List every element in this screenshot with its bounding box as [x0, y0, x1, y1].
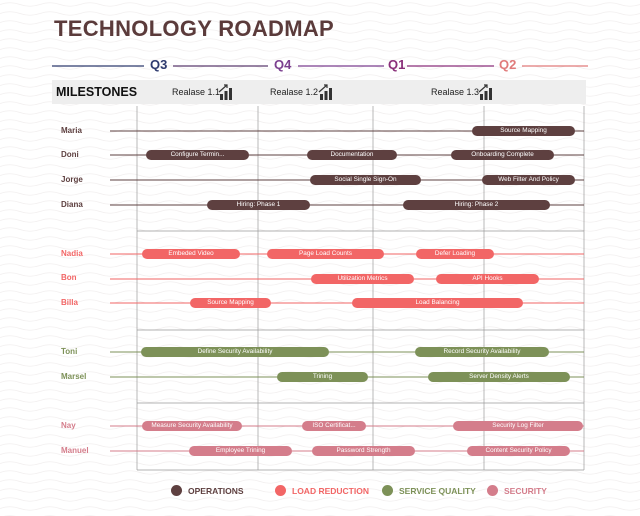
legend-label: OPERATIONS	[188, 485, 244, 496]
task-bar[interactable]: Documentation	[307, 150, 397, 160]
task-bar[interactable]: Social Single Sign-On	[310, 175, 421, 185]
task-bar[interactable]: Content Security Policy	[467, 446, 570, 456]
task-bar[interactable]: Hiring: Phase 1	[207, 200, 310, 210]
quarter-q3: Q3	[150, 57, 168, 72]
quarter-q4: Q4	[274, 57, 292, 72]
legend-load-reduction: LOAD REDUCTION	[275, 485, 369, 496]
task-bar[interactable]: Embeded Video	[142, 249, 240, 259]
legend-dot-icon	[382, 485, 393, 496]
milestones-title: MILESTONES	[56, 85, 138, 99]
task-bar[interactable]: Trining	[277, 372, 368, 382]
task-bar[interactable]: Page Load Counts	[267, 249, 384, 259]
task-bar[interactable]: Load Balancing	[352, 298, 523, 308]
task-bar[interactable]: Security Log Filter	[453, 421, 583, 431]
legend-dot-icon	[171, 485, 182, 496]
quarter-q1: Q1	[388, 57, 406, 72]
row-name-nadia: Nadia	[61, 249, 83, 258]
legend-operations: OPERATIONS	[171, 485, 244, 496]
row-name-billa: Billa	[61, 298, 78, 307]
task-bar[interactable]: Define Security Availability	[141, 347, 329, 357]
task-bar[interactable]: Configure Termin...	[146, 150, 249, 160]
task-bar[interactable]: Hiring: Phase 2	[403, 200, 550, 210]
task-bar[interactable]: Employee Trining	[189, 446, 292, 456]
legend-label: SECURITY	[504, 485, 547, 496]
row-name-jorge: Jorge	[61, 175, 83, 184]
release-chart-icon	[478, 84, 492, 100]
legend-service-quality: SERVICE QUALITY	[382, 485, 476, 496]
task-bar[interactable]: Server Density Alerts	[428, 372, 570, 382]
task-bar[interactable]: Utilization Metrics	[311, 274, 414, 284]
release-chart-icon	[218, 84, 232, 100]
row-name-maria: Maria	[61, 126, 82, 135]
task-bar[interactable]: Measure Security Availability	[142, 421, 242, 431]
legend-label: SERVICE QUALITY	[399, 485, 476, 496]
task-bar[interactable]: Record Security Availability	[415, 347, 549, 357]
task-bar[interactable]: Web Filter And Policy	[482, 175, 575, 185]
legend-dot-icon	[487, 485, 498, 496]
row-name-nay: Nay	[61, 421, 76, 430]
legend-label: LOAD REDUCTION	[292, 485, 369, 496]
quarter-q2: Q2	[499, 57, 517, 72]
row-name-doni: Doni	[61, 150, 79, 159]
task-bar[interactable]: Defer Loading	[416, 249, 494, 259]
release-1-1-label: Realase 1.1	[172, 87, 221, 97]
row-name-bon: Bon	[61, 273, 77, 282]
task-bar[interactable]: Source Mapping	[472, 126, 575, 136]
legend-dot-icon	[275, 485, 286, 496]
release-chart-icon	[318, 84, 332, 100]
release-1-2-label: Realase 1.2	[270, 87, 319, 97]
task-bar[interactable]: API Hooks	[436, 274, 539, 284]
task-bar[interactable]: Onboarding Complete	[451, 150, 554, 160]
task-bar[interactable]: Source Mapping	[190, 298, 271, 308]
row-name-marsel: Marsel	[61, 372, 87, 381]
task-bar[interactable]: ISO Certificat...	[302, 421, 366, 431]
release-1-3-label: Realase 1.3	[431, 87, 480, 97]
row-name-diana: Diana	[61, 200, 83, 209]
page-title: TECHNOLOGY ROADMAP	[54, 16, 335, 41]
task-bar[interactable]: Password Strength	[312, 446, 415, 456]
row-name-manuel: Manuel	[61, 446, 89, 455]
legend-security: SECURITY	[487, 485, 547, 496]
row-name-toni: Toni	[61, 347, 78, 356]
